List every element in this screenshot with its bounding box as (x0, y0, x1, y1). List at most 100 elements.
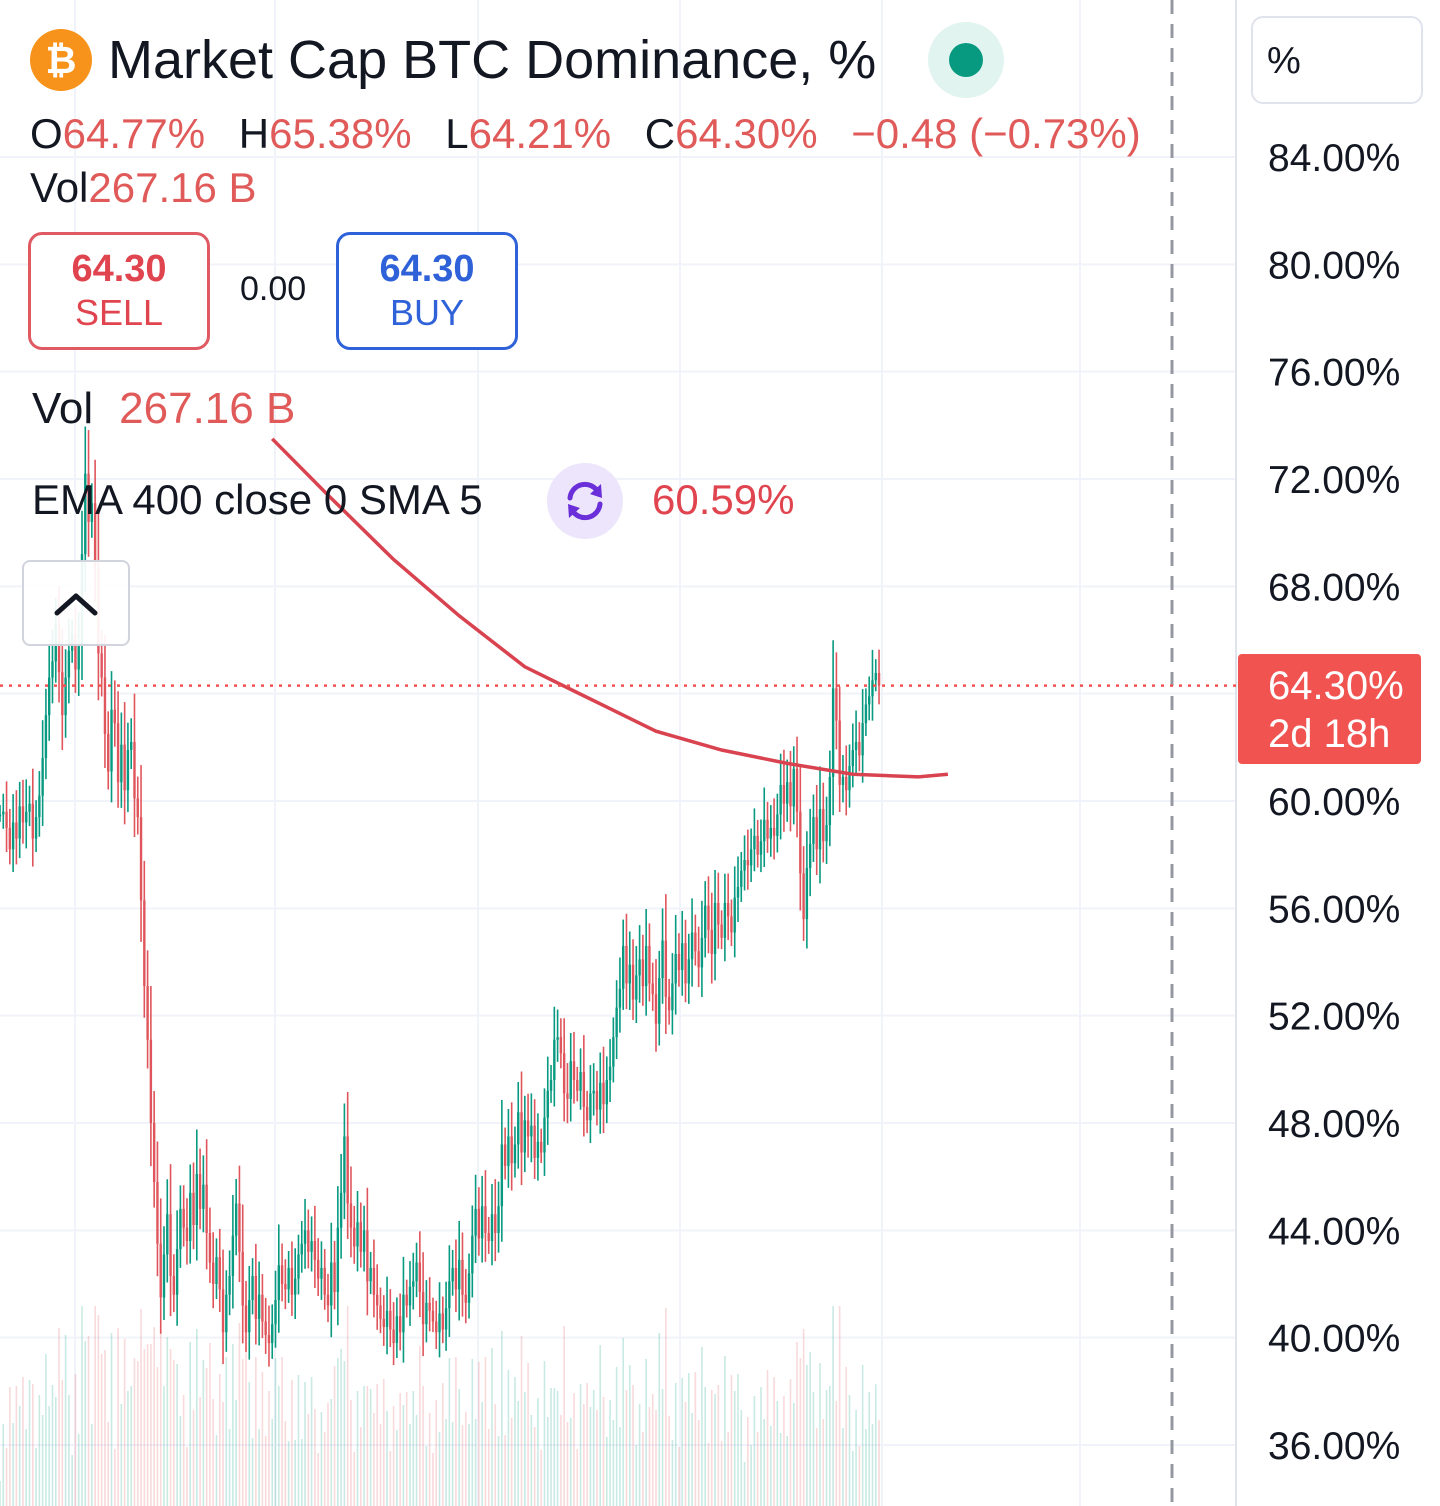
candle-body (280, 1265, 284, 1284)
candle-body (369, 1267, 372, 1282)
volume-bar (865, 1429, 867, 1506)
candle-body (648, 945, 651, 984)
candle-body (297, 1254, 300, 1279)
candle-body (553, 1039, 556, 1081)
candle-body (448, 1281, 451, 1309)
candle-body (152, 1123, 156, 1183)
candle-body (618, 988, 622, 1008)
candle-body (628, 964, 631, 984)
candle-body (543, 1117, 546, 1153)
candle-body (336, 1227, 340, 1293)
candle-body (858, 741, 861, 756)
candle-body (579, 1072, 582, 1091)
volume-bar (300, 1439, 303, 1506)
volume-bar (730, 1375, 733, 1506)
candle-body (218, 1257, 221, 1290)
volume-label: Vol (30, 164, 89, 211)
candle-body (477, 1208, 481, 1239)
candle-body (507, 1136, 510, 1166)
volume-bar (264, 1436, 267, 1506)
volume-bar (74, 1374, 77, 1506)
ema-indicator-legend[interactable]: EMA 400 close 0 SMA 5 (32, 476, 483, 523)
candle-body (21, 806, 25, 823)
volume-indicator-legend[interactable]: Vol 267.16 B (32, 384, 295, 434)
candle-body (346, 1136, 349, 1204)
volume-bar (517, 1401, 520, 1506)
candle-body (77, 645, 80, 670)
volume-bar (9, 1387, 11, 1506)
candle-body (674, 953, 677, 984)
volume-bar (733, 1391, 736, 1506)
ema-line (270, 437, 949, 779)
volume-bar (583, 1404, 585, 1506)
volume-bar (61, 1380, 64, 1506)
candle-body (861, 723, 864, 756)
volume-bar (779, 1433, 782, 1506)
candle-body (2, 811, 5, 815)
high-label: H (238, 110, 270, 157)
candle-body (244, 1305, 248, 1333)
volume-bar (32, 1384, 34, 1506)
candle-body (330, 1262, 333, 1306)
sell-button[interactable]: 64.30 SELL (28, 232, 210, 350)
volume-bar (537, 1398, 539, 1506)
volume-bar (717, 1385, 720, 1506)
volume-bar (281, 1357, 283, 1506)
volume-bar (740, 1410, 743, 1506)
volume-bar (150, 1344, 152, 1506)
candle-body (408, 1286, 412, 1306)
volume-bar (396, 1430, 398, 1506)
volume-bar (589, 1407, 592, 1506)
buy-button[interactable]: 64.30 BUY (336, 232, 518, 350)
volume-bar (284, 1421, 287, 1506)
candle-body (530, 1125, 533, 1137)
candle-body (185, 1227, 189, 1242)
candle-body (428, 1302, 431, 1311)
volume-bar (655, 1410, 657, 1506)
candle-body (441, 1313, 444, 1330)
volume-bar (258, 1429, 260, 1506)
candle-body (661, 940, 664, 979)
volume-bar (491, 1348, 493, 1506)
refresh-icon[interactable] (547, 463, 623, 539)
candle-body (28, 803, 31, 812)
volume-bar (514, 1377, 516, 1506)
volume-bar (825, 1390, 828, 1506)
volume-bar (163, 1386, 165, 1506)
candle-body (723, 902, 727, 938)
volume-value: 267.16 B (88, 164, 257, 211)
market-status-icon[interactable] (928, 22, 1004, 98)
volume-bar (173, 1360, 175, 1506)
candle-body (221, 1289, 225, 1333)
collapse-legend-button[interactable] (22, 560, 130, 646)
candle-body (517, 1112, 520, 1145)
candle-body (546, 1090, 549, 1118)
candle-body (687, 959, 690, 984)
volume-bar (366, 1386, 369, 1506)
candle-body (451, 1267, 454, 1282)
volume-bar (858, 1446, 861, 1506)
candle-body (766, 819, 769, 839)
candle-body (284, 1284, 287, 1290)
volume-bar (327, 1403, 329, 1506)
symbol-title[interactable]: Market Cap BTC Dominance, % (108, 30, 877, 90)
volume-bar (543, 1361, 546, 1506)
volume-bar (674, 1383, 677, 1506)
spread-value: 0.00 (240, 270, 307, 308)
volume-bar (261, 1372, 264, 1506)
price-scale-mode-button[interactable]: % (1251, 16, 1423, 104)
candle-body (234, 1203, 238, 1236)
sell-price: 64.30 (71, 248, 167, 290)
volume-bar (619, 1427, 621, 1506)
candle-body (461, 1259, 464, 1295)
candle-body (589, 1093, 592, 1121)
candle-body (782, 784, 786, 804)
symbol-header[interactable]: ₿ Market Cap BTC Dominance, % (30, 28, 876, 92)
volume-bar (697, 1420, 700, 1506)
volume-bar (455, 1357, 457, 1506)
candle-body (792, 768, 795, 807)
candle-body (464, 1294, 467, 1303)
volume-bar (402, 1405, 405, 1506)
volume-bar (369, 1389, 372, 1506)
